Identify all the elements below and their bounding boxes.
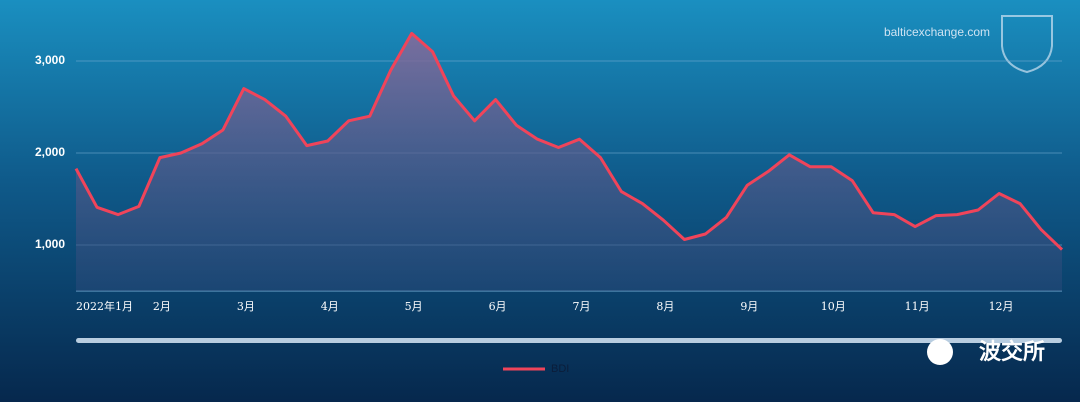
x-tick-label: 5月 [405,300,423,313]
wechat-icon [927,339,953,365]
x-tick-label: 3月 [237,300,255,313]
x-tick-label: 12月 [989,300,1014,313]
line [74,31,1064,251]
x-tick-label: 8月 [656,300,674,313]
scrollbar[interactable] [76,338,1062,343]
y-tick-label: 2,000 [35,145,65,159]
area [76,33,1062,292]
legend-label: BDI [551,363,569,375]
x-tick-label: 10月 [821,300,846,313]
x-tick-label: 2月 [153,300,171,313]
y-tick-label: 3,000 [35,53,65,67]
x-tick-label: 2022年1月 [76,299,133,313]
watermark: balticexchange.com [884,25,990,39]
x-tick-label: 4月 [321,300,339,313]
logo [1001,15,1053,74]
x-tick-label: 9月 [740,300,758,313]
brand: 波交所 [979,339,1045,364]
x-tick-label: 7月 [572,300,590,313]
x-tick-label: 11月 [905,300,930,313]
x-tick-label: 6月 [489,300,507,313]
y-tick-label: 1,000 [35,237,65,251]
